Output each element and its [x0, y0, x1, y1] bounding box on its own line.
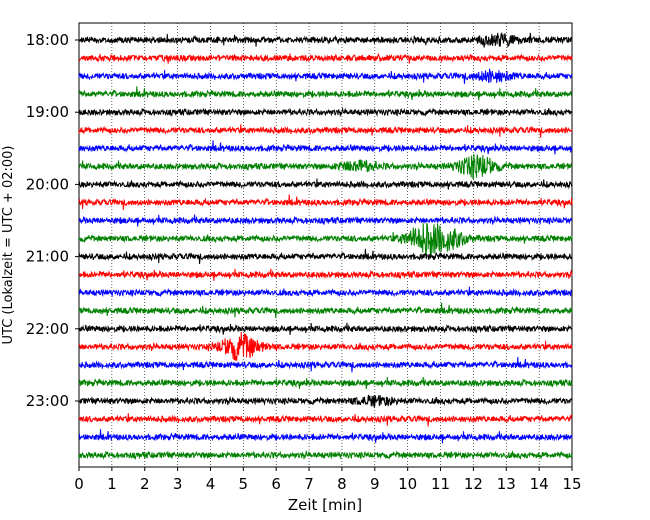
- x-tick-label: 13: [497, 475, 516, 493]
- trace-line: [78, 52, 573, 64]
- trace-line: [78, 32, 573, 49]
- x-tick-label: 9: [370, 475, 380, 493]
- x-tick-label: 1: [107, 475, 117, 493]
- trace-line: [78, 394, 573, 409]
- x-tick-label: 5: [239, 475, 249, 493]
- trace-line: [78, 124, 573, 138]
- trace-line: [78, 86, 573, 101]
- y-tick-label: 19:00: [26, 103, 69, 121]
- trace-line: [78, 331, 573, 362]
- y-tick-label: 23:00: [26, 392, 69, 410]
- trace-line: [78, 286, 573, 298]
- trace-line: [78, 449, 573, 461]
- trace-line: [78, 153, 573, 180]
- trace-line: [78, 302, 573, 319]
- trace-line: [78, 413, 573, 427]
- x-tick-label: 7: [304, 475, 314, 493]
- trace-line: [78, 322, 573, 335]
- x-tick-label: 14: [530, 475, 549, 493]
- x-tick-label: 8: [337, 475, 347, 493]
- x-tick-label: 4: [206, 475, 216, 493]
- y-tick-label: 21:00: [26, 248, 69, 266]
- trace-line: [78, 429, 573, 444]
- trace-line: [78, 223, 573, 256]
- x-tick-label: 3: [173, 475, 183, 493]
- plot-frame: [78, 22, 573, 468]
- trace-line: [78, 140, 573, 155]
- x-tick-label: 15: [562, 475, 581, 493]
- trace-line: [78, 68, 573, 84]
- trace-line: [78, 106, 573, 118]
- trace-group: [78, 32, 573, 461]
- y-axis: 18:00 19:00 20:00 21:00 22:00 23:00: [26, 31, 79, 410]
- x-tick-label: 6: [271, 475, 281, 493]
- x-tick-label: 2: [140, 475, 150, 493]
- x-tick-label: 0: [74, 475, 84, 493]
- trace-line: [78, 376, 573, 390]
- x-tick-label: 12: [464, 475, 483, 493]
- y-tick-label: 20:00: [26, 175, 69, 193]
- trace-line: [78, 248, 573, 265]
- y-axis-title: UTC (Lokalzeit = UTC + 02:00): [1, 146, 16, 345]
- vertical-gridlines: [111, 23, 540, 467]
- x-axis-title: Zeit [min]: [288, 496, 362, 514]
- trace-line: [78, 178, 573, 190]
- trace-line: [78, 194, 573, 210]
- x-axis: 0 1 2 3 4 5 6 7 8 9 10 11 12 13 14 15: [74, 467, 582, 493]
- trace-line: [78, 268, 573, 281]
- y-tick-label: 22:00: [26, 320, 69, 338]
- x-tick-label: 11: [431, 475, 450, 493]
- trace-line: [78, 356, 573, 373]
- y-tick-label: 18:00: [26, 31, 69, 49]
- trace-line: [78, 214, 573, 227]
- x-tick-label: 10: [398, 475, 417, 493]
